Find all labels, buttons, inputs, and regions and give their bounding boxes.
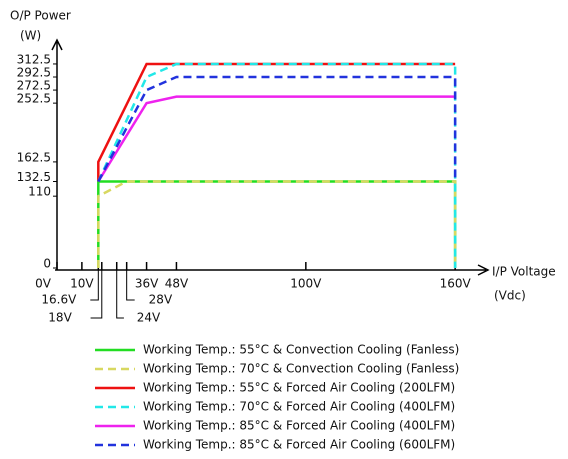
x-axis-title: I/P Voltage xyxy=(492,265,556,279)
x-tick-label: 0V xyxy=(35,277,52,291)
x-tick-label: 18V xyxy=(48,311,72,325)
x-tick-label: 10V xyxy=(70,277,94,291)
x-tick-leader xyxy=(126,270,135,301)
legend-label: Working Temp.: 55°C & Forced Air Cooling… xyxy=(143,381,455,395)
x-tick-label: 36V xyxy=(135,277,159,291)
x-axis xyxy=(55,264,490,276)
x-axis-title: (Vdc) xyxy=(494,289,526,303)
y-tick-label: 252.5 xyxy=(17,92,51,106)
x-tick-label: 24V xyxy=(137,311,161,325)
series-line xyxy=(97,75,457,183)
y-tick-label: 132.5 xyxy=(17,170,51,184)
legend-label: Working Temp.: 70°C & Forced Air Cooling… xyxy=(143,400,455,414)
y-axis-title: O/P Power xyxy=(10,9,71,23)
x-tick-label: 160V xyxy=(440,277,472,291)
y-tick-label: 272.5 xyxy=(17,79,51,93)
x-tick-label: 48V xyxy=(165,277,189,291)
y-axis-title: (W) xyxy=(20,29,41,43)
series-line xyxy=(97,180,457,268)
legend-label: Working Temp.: 70°C & Convection Cooling… xyxy=(143,362,459,376)
legend-label: Working Temp.: 55°C & Convection Cooling… xyxy=(143,343,459,357)
legend-label: Working Temp.: 85°C & Forced Air Cooling… xyxy=(143,419,455,433)
series-line xyxy=(97,62,456,182)
y-tick-label: 0 xyxy=(43,257,51,271)
series-line xyxy=(97,95,456,183)
x-tick-leader xyxy=(90,270,99,301)
x-tick-leader xyxy=(116,270,124,319)
series-line xyxy=(97,180,457,268)
x-tick-label: 100V xyxy=(290,277,322,291)
legend-label: Working Temp.: 85°C & Forced Air Cooling… xyxy=(143,438,455,452)
y-tick-label: 292.5 xyxy=(17,66,51,80)
y-tick-label: 312.5 xyxy=(17,52,51,66)
x-tick-leader xyxy=(90,270,103,319)
y-tick-label: 110 xyxy=(28,185,51,199)
x-tick-label: 28V xyxy=(149,293,173,307)
y-tick-label: 162.5 xyxy=(17,150,51,164)
y-axis xyxy=(51,38,63,270)
series-line xyxy=(97,62,457,268)
x-tick-label: 16.6V xyxy=(41,293,77,307)
